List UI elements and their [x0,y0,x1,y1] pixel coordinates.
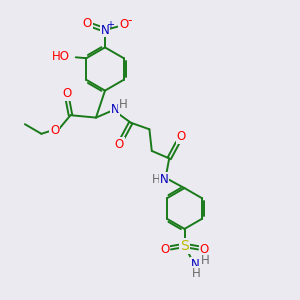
Text: O: O [82,17,91,31]
Text: H: H [192,267,201,280]
Text: H: H [118,98,127,111]
Text: O: O [200,243,209,256]
Text: N: N [160,173,169,186]
Text: N: N [191,258,200,271]
Text: O: O [62,87,71,100]
Text: O: O [115,138,124,151]
Text: H: H [201,254,210,268]
Text: S: S [180,239,189,253]
Text: N: N [110,103,119,116]
Text: +: + [106,20,114,31]
Text: -: - [128,14,132,28]
Text: O: O [119,18,128,32]
Text: HO: HO [52,50,70,63]
Text: N: N [100,23,109,37]
Text: H: H [152,173,160,186]
Text: O: O [177,130,186,143]
Text: O: O [50,124,59,137]
Text: O: O [160,243,169,256]
